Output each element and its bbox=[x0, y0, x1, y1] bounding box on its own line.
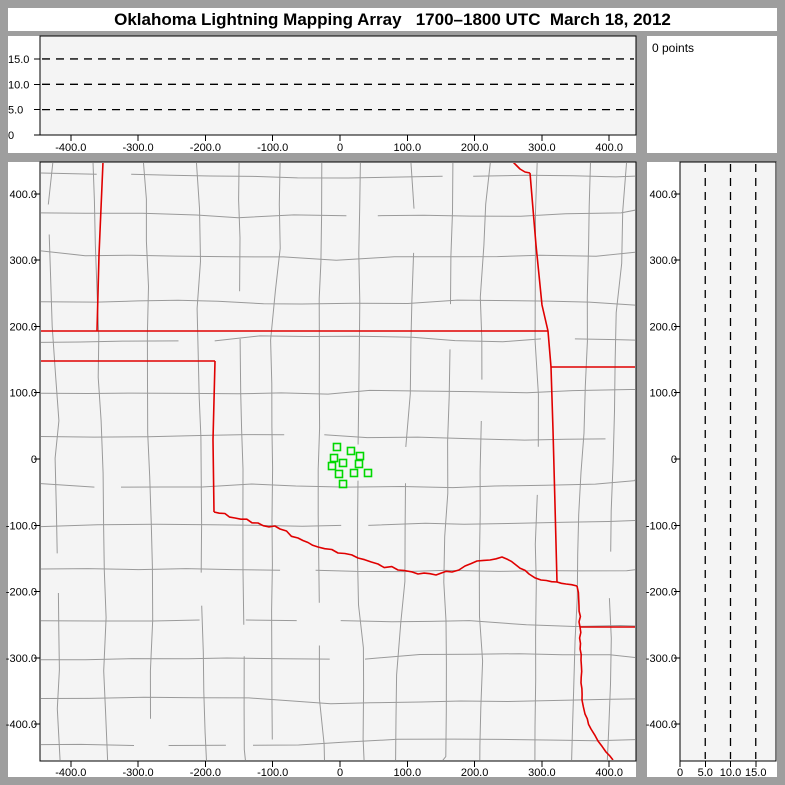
svg-text:-200.0: -200.0 bbox=[190, 142, 221, 154]
svg-text:300.0: 300.0 bbox=[528, 142, 556, 154]
svg-text:-300.0: -300.0 bbox=[6, 653, 37, 665]
svg-text:0: 0 bbox=[31, 454, 37, 466]
svg-text:0: 0 bbox=[671, 454, 677, 466]
svg-text:-400.0: -400.0 bbox=[55, 142, 86, 154]
svg-text:5.0: 5.0 bbox=[698, 767, 713, 779]
svg-text:-400.0: -400.0 bbox=[6, 719, 37, 731]
svg-text:200.0: 200.0 bbox=[9, 321, 37, 333]
svg-text:-200.0: -200.0 bbox=[646, 587, 677, 599]
svg-text:300.0: 300.0 bbox=[9, 255, 37, 267]
svg-text:400.0: 400.0 bbox=[649, 189, 677, 201]
window-title: Oklahoma Lightning Mapping Array 1700–18… bbox=[114, 10, 671, 29]
svg-text:0: 0 bbox=[337, 767, 343, 779]
svg-text:-300.0: -300.0 bbox=[122, 767, 153, 779]
svg-text:200.0: 200.0 bbox=[461, 767, 489, 779]
svg-text:-100.0: -100.0 bbox=[257, 142, 288, 154]
svg-text:0: 0 bbox=[337, 142, 343, 154]
svg-text:10.0: 10.0 bbox=[8, 79, 29, 91]
svg-text:100.0: 100.0 bbox=[394, 767, 422, 779]
svg-text:400.0: 400.0 bbox=[595, 767, 623, 779]
svg-text:-300.0: -300.0 bbox=[646, 653, 677, 665]
svg-text:-200.0: -200.0 bbox=[190, 767, 221, 779]
svg-text:-200.0: -200.0 bbox=[6, 587, 37, 599]
svg-text:-300.0: -300.0 bbox=[122, 142, 153, 154]
svg-text:0: 0 bbox=[677, 767, 683, 779]
svg-text:-400.0: -400.0 bbox=[55, 767, 86, 779]
svg-text:0: 0 bbox=[8, 130, 14, 142]
svg-text:100.0: 100.0 bbox=[9, 388, 37, 400]
svg-text:200.0: 200.0 bbox=[649, 321, 677, 333]
svg-text:-400.0: -400.0 bbox=[646, 719, 677, 731]
svg-text:400.0: 400.0 bbox=[9, 189, 37, 201]
svg-text:-100.0: -100.0 bbox=[6, 520, 37, 532]
svg-text:-100.0: -100.0 bbox=[646, 520, 677, 532]
svg-text:100.0: 100.0 bbox=[649, 388, 677, 400]
svg-text:300.0: 300.0 bbox=[649, 255, 677, 267]
svg-text:400.0: 400.0 bbox=[595, 142, 623, 154]
points-count-label: 0 points bbox=[652, 41, 695, 55]
svg-text:15.0: 15.0 bbox=[8, 54, 29, 66]
svg-text:300.0: 300.0 bbox=[528, 767, 556, 779]
svg-text:200.0: 200.0 bbox=[461, 142, 489, 154]
svg-text:100.0: 100.0 bbox=[394, 142, 422, 154]
svg-text:15.0: 15.0 bbox=[745, 767, 766, 779]
svg-text:5.0: 5.0 bbox=[8, 105, 23, 117]
svg-text:10.0: 10.0 bbox=[720, 767, 741, 779]
svg-text:-100.0: -100.0 bbox=[257, 767, 288, 779]
